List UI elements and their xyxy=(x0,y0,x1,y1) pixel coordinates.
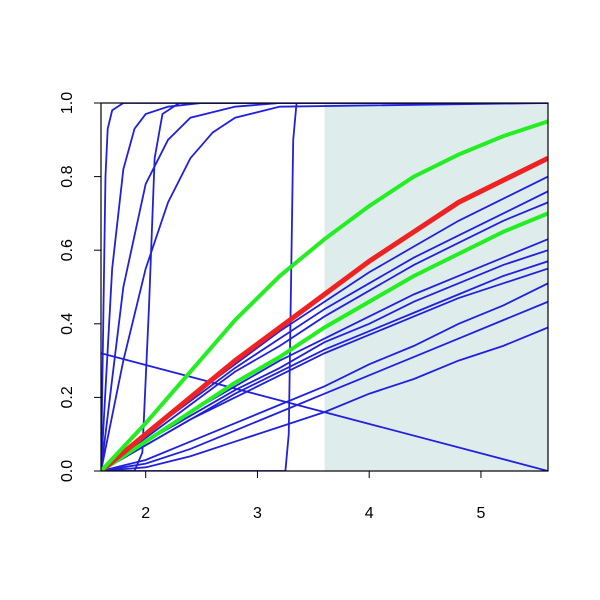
y-tick-label: 0.6 xyxy=(59,239,76,261)
curve xyxy=(101,352,548,471)
y-tick-label: 0.4 xyxy=(59,313,76,335)
curve xyxy=(101,211,548,471)
curve xyxy=(101,201,548,471)
x-tick-label: 3 xyxy=(253,505,262,522)
curve xyxy=(101,103,548,471)
y-tick-label: 0.0 xyxy=(59,460,76,482)
curve xyxy=(101,282,548,471)
x-tick-label: 2 xyxy=(141,505,150,522)
plot-frame xyxy=(100,102,549,472)
y-tick-label: 0.2 xyxy=(59,386,76,408)
curve xyxy=(101,267,548,471)
curve xyxy=(101,249,548,471)
shaded-region xyxy=(324,103,548,471)
curve xyxy=(101,119,548,471)
curve xyxy=(101,155,548,471)
y-tick-label: 1.0 xyxy=(59,92,76,114)
x-tick-label: 5 xyxy=(476,505,485,522)
curve xyxy=(101,103,548,471)
curve xyxy=(101,103,548,471)
curve xyxy=(101,103,548,471)
x-tick-label: 4 xyxy=(365,505,374,522)
y-tick-label: 0.8 xyxy=(59,165,76,187)
curve xyxy=(101,300,548,471)
